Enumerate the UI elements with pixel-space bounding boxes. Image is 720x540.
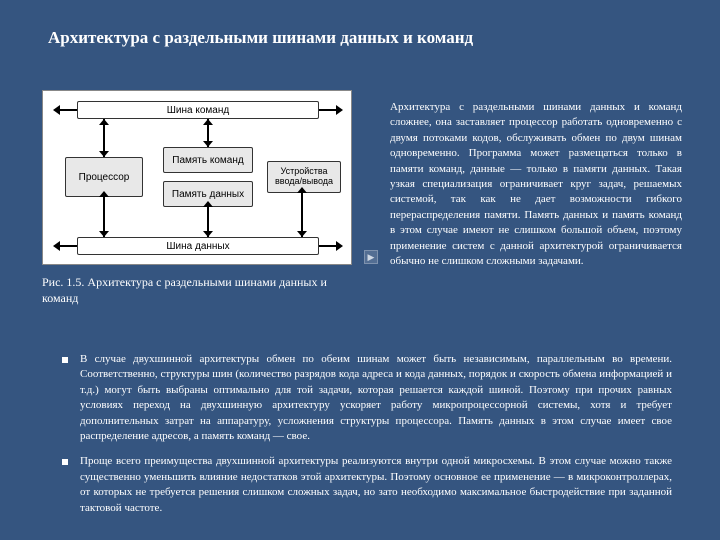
arrow-down-icon	[99, 151, 109, 157]
bullet-text: Проще всего преимущества двухшинной архи…	[80, 454, 672, 516]
conn	[60, 245, 77, 247]
bullet-list: В случае двухшинной архитектуры обмен по…	[62, 352, 672, 526]
arrow-down-icon	[297, 231, 307, 237]
arrow-down-icon	[203, 231, 213, 237]
conn	[60, 109, 77, 111]
list-item: Проще всего преимущества двухшинной архи…	[62, 454, 672, 516]
page-title: Архитектура с раздельными шинами данных …	[48, 28, 473, 48]
arrow-up-icon	[297, 187, 307, 193]
placeholder-arrow-icon: ▶	[364, 250, 378, 264]
arrow-up-icon	[99, 191, 109, 197]
arrow-right-icon	[336, 105, 343, 115]
arrow-up-icon	[203, 119, 213, 125]
arrow-down-icon	[99, 231, 109, 237]
arrow-down-icon	[203, 141, 213, 147]
bullet-text: В случае двухшинной архитектуры обмен по…	[80, 352, 672, 444]
list-item: В случае двухшинной архитектуры обмен по…	[62, 352, 672, 444]
bus-data: Шина данных	[77, 237, 319, 255]
architecture-diagram: Шина команд Шина данных Процессор Память…	[42, 90, 352, 265]
arrow-left-icon	[53, 105, 60, 115]
conn	[319, 109, 336, 111]
arrow-up-icon	[203, 201, 213, 207]
bullet-marker-icon	[62, 459, 68, 465]
arrow-left-icon	[53, 241, 60, 251]
arrow-right-icon	[336, 241, 343, 251]
box-command-memory: Память команд	[163, 147, 253, 173]
diagram-area: Шина команд Шина данных Процессор Память…	[42, 90, 352, 306]
bullet-marker-icon	[62, 357, 68, 363]
bus-commands: Шина команд	[77, 101, 319, 119]
conn	[319, 245, 336, 247]
description-paragraph: Архитектура с раздельными шинами данных …	[390, 100, 682, 269]
arrow-up-icon	[99, 119, 109, 125]
figure-caption: Рис. 1.5. Архитектура с раздельными шина…	[42, 275, 352, 306]
